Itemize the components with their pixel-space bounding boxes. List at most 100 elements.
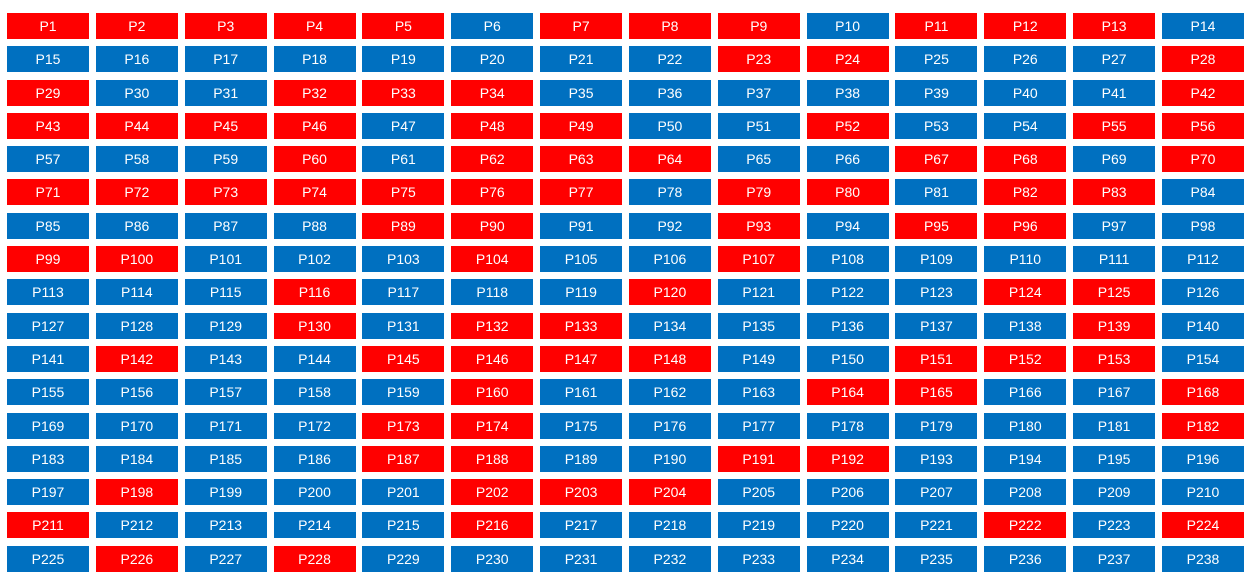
cell-p188[interactable]: P188 xyxy=(451,445,534,472)
cell-p167[interactable]: P167 xyxy=(1073,379,1156,406)
cell-p94[interactable]: P94 xyxy=(806,212,889,239)
cell-p115[interactable]: P115 xyxy=(184,279,267,306)
cell-p158[interactable]: P158 xyxy=(273,379,356,406)
cell-p121[interactable]: P121 xyxy=(717,279,800,306)
cell-p157[interactable]: P157 xyxy=(184,379,267,406)
cell-p116[interactable]: P116 xyxy=(273,279,356,306)
cell-p214[interactable]: P214 xyxy=(273,512,356,539)
cell-p223[interactable]: P223 xyxy=(1073,512,1156,539)
cell-p128[interactable]: P128 xyxy=(95,312,178,339)
cell-p54[interactable]: P54 xyxy=(984,112,1067,139)
cell-p169[interactable]: P169 xyxy=(7,412,89,439)
cell-p152[interactable]: P152 xyxy=(984,345,1067,372)
cell-p95[interactable]: P95 xyxy=(895,212,978,239)
cell-p229[interactable]: P229 xyxy=(362,545,445,572)
cell-p193[interactable]: P193 xyxy=(895,445,978,472)
cell-p154[interactable]: P154 xyxy=(1161,345,1244,372)
cell-p140[interactable]: P140 xyxy=(1161,312,1244,339)
cell-p228[interactable]: P228 xyxy=(273,545,356,572)
cell-p176[interactable]: P176 xyxy=(628,412,711,439)
cell-p137[interactable]: P137 xyxy=(895,312,978,339)
cell-p175[interactable]: P175 xyxy=(540,412,623,439)
cell-p205[interactable]: P205 xyxy=(717,479,800,506)
cell-p225[interactable]: P225 xyxy=(7,545,89,572)
cell-p105[interactable]: P105 xyxy=(540,246,623,273)
cell-p83[interactable]: P83 xyxy=(1073,179,1156,206)
cell-p39[interactable]: P39 xyxy=(895,79,978,106)
cell-p131[interactable]: P131 xyxy=(362,312,445,339)
cell-p9[interactable]: P9 xyxy=(717,13,800,39)
cell-p64[interactable]: P64 xyxy=(628,146,711,173)
cell-p85[interactable]: P85 xyxy=(7,212,89,239)
cell-p18[interactable]: P18 xyxy=(273,46,356,73)
cell-p75[interactable]: P75 xyxy=(362,179,445,206)
cell-p209[interactable]: P209 xyxy=(1073,479,1156,506)
cell-p67[interactable]: P67 xyxy=(895,146,978,173)
cell-p89[interactable]: P89 xyxy=(362,212,445,239)
cell-p63[interactable]: P63 xyxy=(540,146,623,173)
cell-p122[interactable]: P122 xyxy=(806,279,889,306)
cell-p179[interactable]: P179 xyxy=(895,412,978,439)
cell-p103[interactable]: P103 xyxy=(362,246,445,273)
cell-p222[interactable]: P222 xyxy=(984,512,1067,539)
cell-p14[interactable]: P14 xyxy=(1161,13,1244,39)
cell-p47[interactable]: P47 xyxy=(362,112,445,139)
cell-p111[interactable]: P111 xyxy=(1073,246,1156,273)
cell-p36[interactable]: P36 xyxy=(628,79,711,106)
cell-p216[interactable]: P216 xyxy=(451,512,534,539)
cell-p71[interactable]: P71 xyxy=(7,179,89,206)
cell-p147[interactable]: P147 xyxy=(540,345,623,372)
cell-p207[interactable]: P207 xyxy=(895,479,978,506)
cell-p31[interactable]: P31 xyxy=(184,79,267,106)
cell-p34[interactable]: P34 xyxy=(451,79,534,106)
cell-p78[interactable]: P78 xyxy=(628,179,711,206)
cell-p58[interactable]: P58 xyxy=(95,146,178,173)
cell-p148[interactable]: P148 xyxy=(628,345,711,372)
cell-p141[interactable]: P141 xyxy=(7,345,89,372)
cell-p215[interactable]: P215 xyxy=(362,512,445,539)
cell-p2[interactable]: P2 xyxy=(95,13,178,39)
cell-p126[interactable]: P126 xyxy=(1161,279,1244,306)
cell-p51[interactable]: P51 xyxy=(717,112,800,139)
cell-p50[interactable]: P50 xyxy=(628,112,711,139)
cell-p25[interactable]: P25 xyxy=(895,46,978,73)
cell-p42[interactable]: P42 xyxy=(1161,79,1244,106)
cell-p24[interactable]: P24 xyxy=(806,46,889,73)
cell-p102[interactable]: P102 xyxy=(273,246,356,273)
cell-p161[interactable]: P161 xyxy=(540,379,623,406)
cell-p180[interactable]: P180 xyxy=(984,412,1067,439)
cell-p57[interactable]: P57 xyxy=(7,146,89,173)
cell-p221[interactable]: P221 xyxy=(895,512,978,539)
cell-p133[interactable]: P133 xyxy=(540,312,623,339)
cell-p108[interactable]: P108 xyxy=(806,246,889,273)
cell-p15[interactable]: P15 xyxy=(7,46,89,73)
cell-p146[interactable]: P146 xyxy=(451,345,534,372)
cell-p163[interactable]: P163 xyxy=(717,379,800,406)
cell-p235[interactable]: P235 xyxy=(895,545,978,572)
cell-p134[interactable]: P134 xyxy=(628,312,711,339)
cell-p44[interactable]: P44 xyxy=(95,112,178,139)
cell-p84[interactable]: P84 xyxy=(1161,179,1244,206)
cell-p79[interactable]: P79 xyxy=(717,179,800,206)
cell-p10[interactable]: P10 xyxy=(806,13,889,39)
cell-p226[interactable]: P226 xyxy=(95,545,178,572)
cell-p206[interactable]: P206 xyxy=(806,479,889,506)
cell-p196[interactable]: P196 xyxy=(1161,445,1244,472)
cell-p100[interactable]: P100 xyxy=(95,246,178,273)
cell-p66[interactable]: P66 xyxy=(806,146,889,173)
cell-p12[interactable]: P12 xyxy=(984,13,1067,39)
cell-p90[interactable]: P90 xyxy=(451,212,534,239)
cell-p86[interactable]: P86 xyxy=(95,212,178,239)
cell-p6[interactable]: P6 xyxy=(451,13,534,39)
cell-p76[interactable]: P76 xyxy=(451,179,534,206)
cell-p26[interactable]: P26 xyxy=(984,46,1067,73)
cell-p81[interactable]: P81 xyxy=(895,179,978,206)
cell-p198[interactable]: P198 xyxy=(95,479,178,506)
cell-p210[interactable]: P210 xyxy=(1161,479,1244,506)
cell-p191[interactable]: P191 xyxy=(717,445,800,472)
cell-p33[interactable]: P33 xyxy=(362,79,445,106)
cell-p8[interactable]: P8 xyxy=(628,13,711,39)
cell-p201[interactable]: P201 xyxy=(362,479,445,506)
cell-p13[interactable]: P13 xyxy=(1073,13,1156,39)
cell-p211[interactable]: P211 xyxy=(7,512,89,539)
